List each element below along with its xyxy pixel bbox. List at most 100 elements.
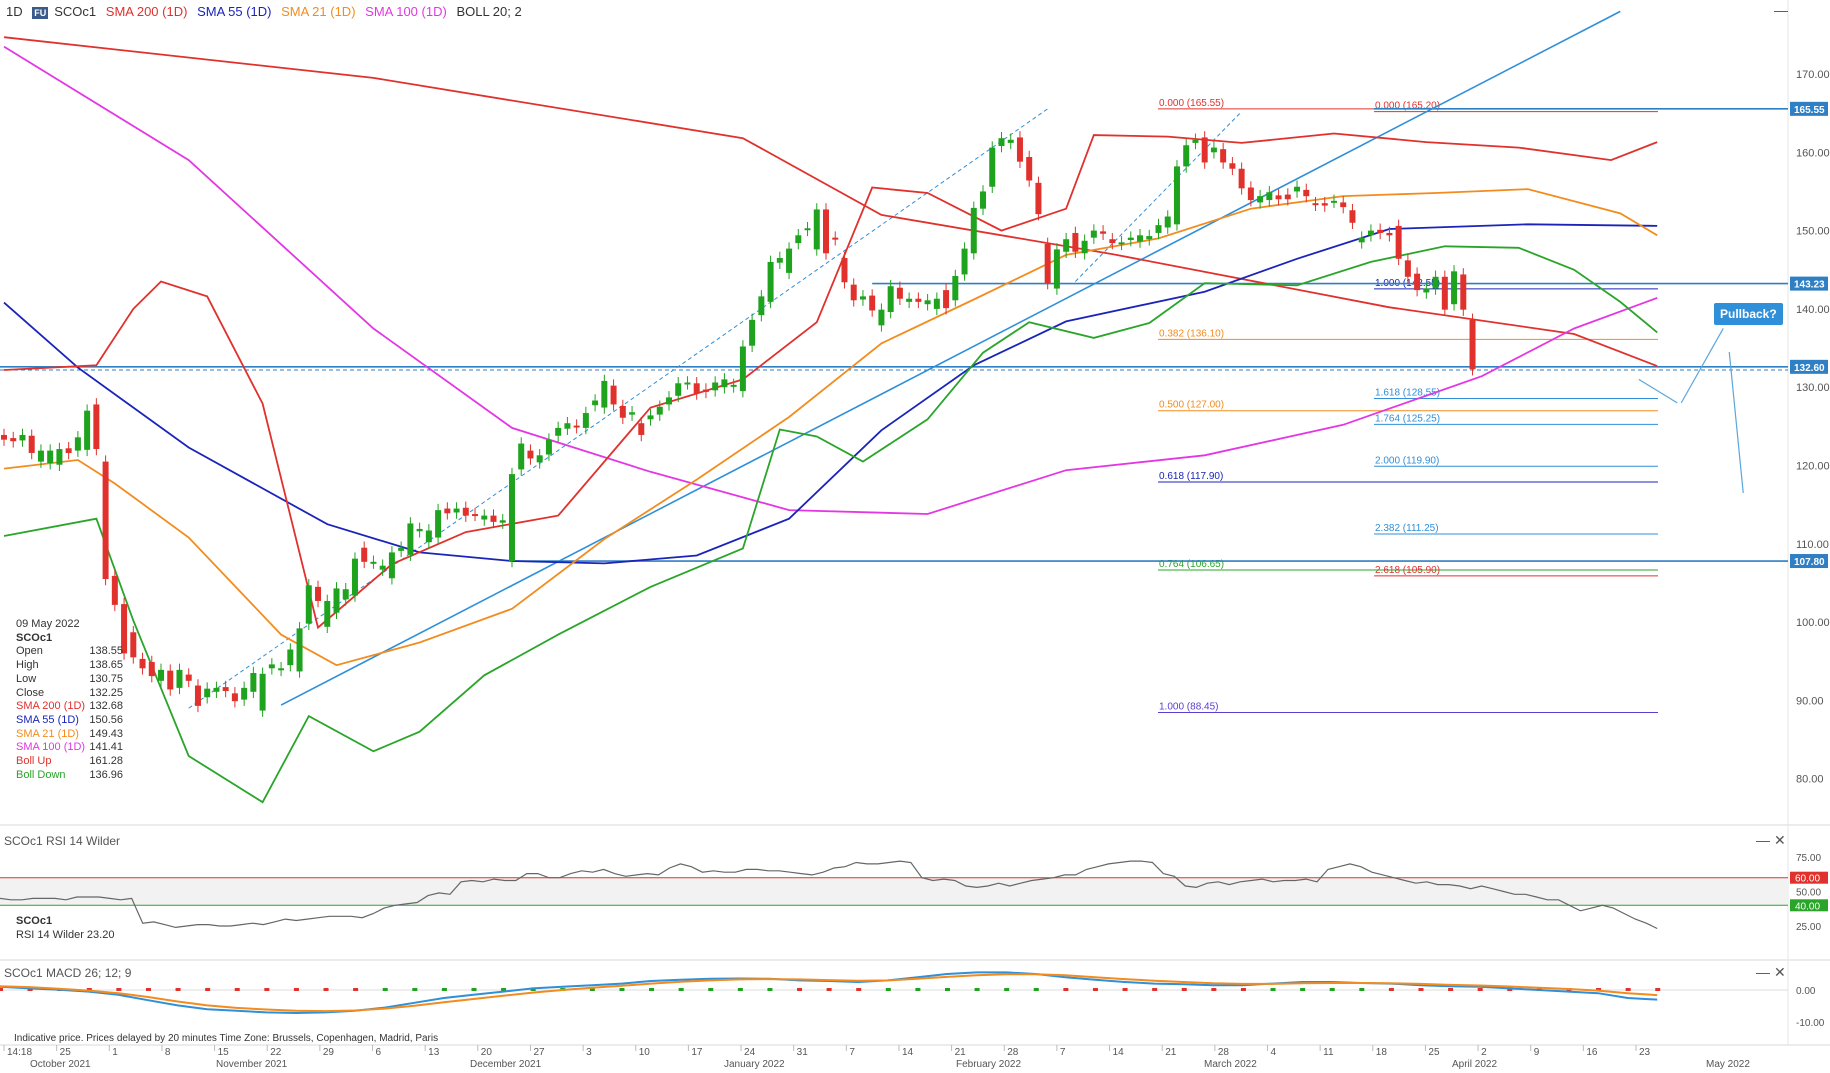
candle-body	[610, 385, 617, 405]
macd-histogram-bar	[0, 988, 3, 991]
x-day-label: 31	[797, 1047, 809, 1058]
interval-label[interactable]: 1D	[6, 4, 23, 19]
candle-body	[1072, 232, 1079, 252]
price-tag	[1790, 359, 1828, 374]
candle-body	[1349, 210, 1356, 223]
indicator-line	[3, 132, 1658, 630]
x-month-label: February 2022	[956, 1059, 1021, 1070]
candle-body	[1127, 237, 1134, 240]
candle-body	[1321, 203, 1328, 206]
price-tag-label: 107.80	[1794, 557, 1825, 568]
rsi-tick-label: 50.00	[1796, 888, 1821, 899]
rsi-level-label: 40.00	[1795, 901, 1820, 912]
fib-retracement-label: 0.764 (106.65)	[1159, 559, 1224, 570]
candle-body	[499, 520, 506, 523]
candle-body	[749, 319, 756, 346]
macd-histogram-bar	[412, 988, 418, 991]
rsi-line	[0, 860, 1658, 930]
ohlc-date: 09 May 2022	[16, 618, 80, 630]
macd-histogram-bar	[1329, 988, 1335, 991]
fib-retracement-label: 0.500 (127.00)	[1159, 400, 1224, 411]
y-tick-label: 150.00	[1796, 226, 1830, 238]
x-day-label: 7	[1060, 1047, 1066, 1058]
candle-body	[1312, 203, 1319, 206]
x-day-label: 21	[955, 1047, 967, 1058]
candle-body	[1432, 276, 1439, 289]
x-day-label: 18	[1376, 1047, 1388, 1058]
macd-histogram-bar	[1122, 988, 1128, 991]
macd-histogram-bar	[1596, 988, 1602, 991]
main-minimize-icon[interactable]: —	[1774, 2, 1788, 18]
candle-body	[1, 434, 7, 440]
candle-body	[508, 474, 515, 562]
pullback-annotation[interactable]: Pullback?	[1714, 303, 1783, 325]
ohlc-row: SMA 100 (1D) 141.41	[16, 741, 123, 755]
candle-body	[730, 384, 737, 387]
rsi-minimize-icon[interactable]: —	[1756, 832, 1770, 848]
candle-body	[1247, 187, 1254, 201]
candle-body	[702, 389, 709, 392]
ohlc-row: High 138.65	[16, 659, 123, 673]
macd-line	[0, 971, 1658, 1015]
candle-body	[102, 461, 109, 580]
candle-body	[351, 558, 358, 596]
candle-body	[878, 309, 885, 326]
candle-body	[758, 296, 765, 316]
candle-body	[194, 685, 201, 706]
macd-histogram-bar	[1477, 988, 1483, 991]
candle-body	[130, 632, 137, 658]
macd-histogram-bar	[1418, 988, 1424, 991]
candle-body	[278, 668, 285, 671]
macd-close-icon[interactable]: ✕	[1774, 964, 1786, 980]
candle-body	[1109, 239, 1116, 244]
x-day-label: 8	[165, 1047, 171, 1058]
candle-body	[739, 346, 746, 392]
macd-histogram-bar	[1507, 988, 1513, 991]
macd-histogram-bar	[885, 988, 891, 991]
candle-body	[1146, 236, 1153, 240]
rsi-legend-value: RSI 14 Wilder 23.20	[16, 929, 115, 941]
ohlc-row-value: 132.25	[89, 686, 123, 699]
candle-body	[518, 443, 525, 470]
symbol-label[interactable]: SCOc1	[54, 4, 97, 19]
y-tick-label: 110.00	[1796, 539, 1829, 551]
candle-body	[268, 664, 275, 669]
candle-body	[37, 450, 44, 462]
price-tag	[1790, 101, 1828, 116]
ohlc-row-label: Open	[16, 645, 43, 658]
indicator-sma200[interactable]: SMA 200 (1D)	[105, 4, 188, 19]
indicator-sma55[interactable]: SMA 55 (1D)	[197, 4, 272, 19]
trendline	[280, 10, 1621, 706]
indicator-sma21[interactable]: SMA 21 (1D)	[281, 4, 356, 19]
macd-histogram-bar	[27, 988, 33, 991]
macd-histogram-bar	[501, 988, 507, 991]
macd-histogram-bar	[619, 988, 625, 991]
futures-badge: FU	[32, 7, 49, 19]
candle-body	[601, 380, 608, 408]
macd-histogram-bar	[708, 988, 714, 991]
x-day-label: 2	[1481, 1047, 1487, 1058]
ohlc-row: Close 132.25	[16, 687, 123, 701]
candle-body	[47, 450, 54, 464]
rsi-close-icon[interactable]: ✕	[1774, 832, 1786, 848]
indicator-sma100[interactable]: SMA 100 (1D)	[365, 4, 447, 19]
ohlc-row-label: Close	[16, 686, 45, 699]
candle-body	[924, 300, 931, 305]
candle-body	[638, 423, 645, 435]
y-tick-label: 160.00	[1796, 147, 1830, 159]
candle-body	[231, 693, 238, 702]
candle-body	[970, 207, 977, 254]
candle-body	[1044, 243, 1051, 284]
candle-body	[1423, 288, 1430, 293]
candle-body	[148, 662, 155, 677]
fib-extension-label: 2.618 (105.90)	[1375, 565, 1440, 576]
ohlc-row-label: SMA 21 (1D)	[16, 727, 79, 740]
candle-body	[545, 439, 552, 455]
candle-body	[795, 235, 802, 244]
macd-minimize-icon[interactable]: —	[1756, 964, 1770, 980]
rsi-legend-symbol: SCOc1	[16, 915, 53, 927]
macd-histogram-bar	[234, 988, 240, 991]
indicator-boll[interactable]: BOLL 20; 2	[456, 4, 522, 19]
candle-body	[435, 510, 442, 538]
